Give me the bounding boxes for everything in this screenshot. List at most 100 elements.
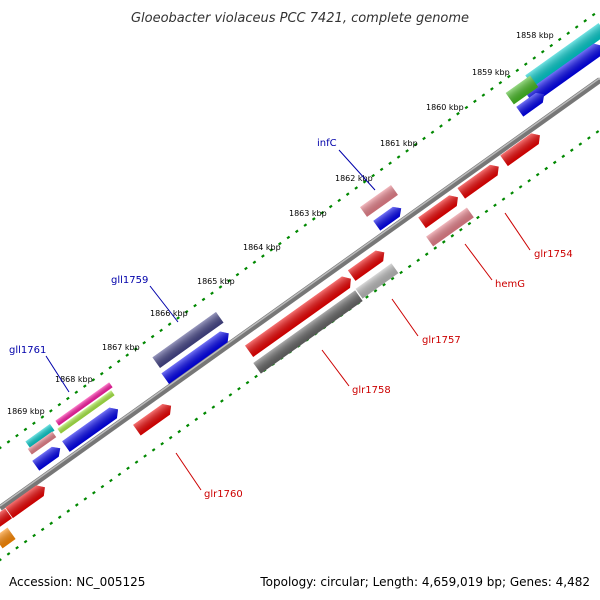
label-leader-line (391, 298, 419, 337)
ruler-dot (320, 210, 325, 215)
label-leader-line (321, 349, 350, 387)
ruler-dot (484, 209, 489, 214)
ruler-dot (126, 466, 130, 471)
ruler-dot (57, 515, 62, 519)
ruler-dot (286, 235, 291, 240)
ruler-dot (382, 282, 386, 287)
ruler-dot (0, 558, 2, 562)
ruler-dot (40, 527, 45, 532)
ruler-dot (49, 409, 53, 413)
ruler-dot (6, 440, 11, 444)
ruler-dot (237, 386, 241, 391)
ruler-dot (99, 371, 104, 376)
gene-block (25, 424, 55, 448)
ruler-dot (459, 227, 463, 232)
gene-block (55, 382, 113, 426)
ruler-dot (422, 136, 426, 141)
gene-label-glr1754: glr1754 (534, 249, 573, 260)
ruler-dot (523, 62, 528, 66)
ruler-dot (134, 460, 139, 464)
ruler-dot (254, 374, 258, 379)
ruler-dot (390, 276, 395, 281)
tick-label: 1859 kbp (472, 68, 510, 77)
ruler-dot (0, 446, 2, 450)
ruler-dot (6, 552, 11, 556)
ruler-dot (506, 74, 511, 79)
ruler-dot (515, 68, 520, 73)
ruler-dot (83, 497, 88, 501)
ruler-dot (540, 50, 545, 54)
ruler-dot (535, 172, 540, 177)
gene-block (27, 431, 57, 455)
ruler-dot (117, 472, 122, 477)
ruler-dot (193, 303, 197, 308)
tick-ruler (0, 12, 596, 450)
ruler-dot (481, 93, 486, 97)
ruler-dot (552, 160, 557, 165)
ruler-dot (493, 203, 497, 208)
ruler-dot (591, 12, 596, 17)
ruler-dot (91, 378, 96, 382)
ruler-dot (566, 31, 571, 35)
ruler-dot (23, 539, 28, 544)
ruler-dot (202, 411, 207, 415)
ruler-dot (439, 124, 443, 128)
ruler-dot (151, 448, 156, 452)
cds-reverse (0, 508, 12, 528)
genome-summary: Topology: circular; Length: 4,659,019 bp… (260, 575, 590, 589)
ruler-dot (498, 80, 503, 85)
ruler-dot (15, 545, 19, 550)
gene-block (0, 527, 16, 549)
ruler-dot (518, 185, 523, 189)
ruler-dot (108, 365, 113, 370)
gene-label-gll1761: gll1761 (9, 345, 46, 356)
ruler-dot (66, 509, 71, 513)
ruler-dot (176, 316, 180, 320)
ruler-dot (527, 179, 532, 183)
ruler-dot (456, 111, 460, 116)
ruler-dot (388, 161, 392, 165)
cds-forward (161, 331, 229, 384)
feature-track (0, 23, 600, 549)
ruler-dot (399, 270, 403, 275)
ruler-dot (74, 503, 79, 507)
tick-label: 1865 kbp (197, 277, 235, 286)
ruler-dot (379, 167, 384, 172)
ruler-dot (100, 484, 105, 489)
ruler-dot (261, 254, 265, 258)
ruler-dot (177, 429, 182, 434)
gene-block (152, 312, 224, 368)
ruler-dot (447, 118, 452, 122)
ruler-dot (557, 37, 562, 42)
gene-block (57, 390, 115, 434)
ruler-dot (441, 240, 446, 244)
label-leader-line (338, 149, 376, 191)
ruler-dot (159, 328, 163, 333)
ruler-dot (201, 297, 206, 302)
ruler-dot (407, 264, 412, 269)
gene-label-gll1759: gll1759 (111, 275, 148, 286)
ruler-dot (92, 490, 96, 495)
tick-label: 1860 kbp (426, 103, 464, 112)
tick-label: 1866 kbp (150, 309, 188, 318)
gene-block (525, 23, 600, 87)
ruler-dot (133, 347, 138, 351)
ruler-dot (185, 423, 190, 428)
ruler-dot (473, 99, 477, 104)
tick-label: 1867 kbp (102, 343, 140, 352)
ruler-dot (184, 310, 189, 314)
ruler-dot (595, 130, 600, 134)
ruler-dot (464, 105, 469, 110)
ruler-dot (430, 130, 435, 135)
tick-label: 1863 kbp (289, 209, 327, 218)
ruler-dot (65, 396, 70, 401)
gene-block (360, 185, 398, 217)
ruler-dot (32, 421, 36, 426)
ruler-dot (15, 433, 19, 438)
ruler-dot (373, 289, 378, 293)
ruler-dot (365, 295, 369, 299)
tick-label: 1862 kbp (335, 174, 373, 183)
ruler-dot (116, 359, 121, 364)
tick-label: 1864 kbp (243, 243, 281, 252)
